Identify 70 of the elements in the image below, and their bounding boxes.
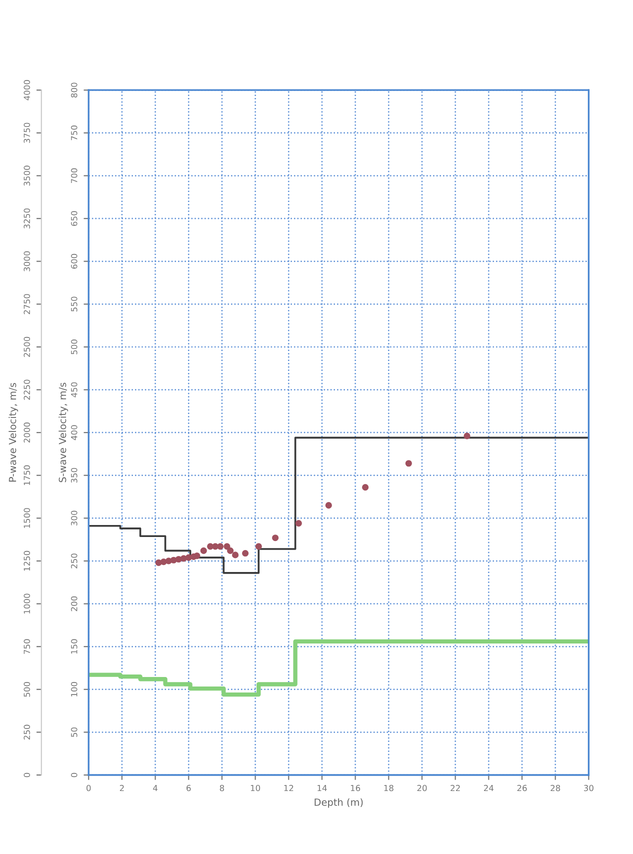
point	[242, 550, 249, 557]
point	[255, 543, 262, 550]
x-tick-label: 14	[318, 784, 327, 792]
y-tick-label: 450	[70, 382, 78, 398]
y-tick-label: 800	[70, 82, 78, 98]
point	[272, 534, 279, 542]
y-tick-label: 550	[70, 296, 78, 312]
x-tick-label: 4	[153, 784, 158, 792]
y2-tick-label: 1500	[24, 508, 30, 528]
point	[155, 559, 162, 566]
y-tick-label: 200	[70, 596, 78, 612]
y-tick-label: 750	[70, 126, 78, 140]
y2-tick-label: 1750	[24, 465, 30, 486]
x-tick-label: 16	[350, 784, 360, 792]
x-tick-label: 0	[86, 784, 91, 792]
y-tick-label: 0	[70, 772, 78, 778]
x-tick-label: 30	[584, 784, 594, 792]
y-tick-label: 600	[70, 254, 78, 269]
y-tick-label: 700	[70, 168, 78, 183]
y2-tick-label: 3000	[24, 251, 30, 272]
point	[232, 552, 239, 558]
point	[200, 547, 207, 554]
point	[295, 520, 302, 527]
y-tick-label: 50	[70, 727, 78, 737]
x-tick-label: 26	[517, 784, 527, 792]
point	[160, 558, 167, 566]
x-axis-title: Depth (m)	[314, 798, 363, 808]
x-tick-label: 6	[186, 784, 191, 792]
y-tick-label: 350	[70, 468, 78, 483]
y2-tick-label: 250	[24, 724, 30, 740]
y-tick-label: 650	[70, 211, 78, 226]
point	[217, 543, 224, 550]
point	[464, 432, 470, 440]
y-tick-label: 400	[70, 425, 78, 440]
x-tick-label: 28	[550, 784, 560, 792]
y2-tick-label: 0	[24, 772, 30, 778]
y2-axis-title: P-wave Velocity, m/s	[8, 383, 18, 482]
y2-tick-label: 750	[24, 639, 30, 654]
y-tick-label: 100	[70, 682, 78, 696]
y2-tick-label: 3500	[24, 166, 30, 186]
point	[224, 543, 230, 550]
y2-tick-label: 1000	[24, 594, 30, 614]
y2-tick-label: 2750	[24, 294, 30, 314]
point	[227, 547, 234, 554]
y2-tick-label: 2250	[24, 380, 30, 400]
y2-tick-label: 1250	[24, 550, 30, 571]
x-tick-label: 24	[484, 784, 494, 792]
y2-tick-label: 2500	[24, 336, 30, 357]
y-axis-title: S-wave Velocity, m/s	[58, 382, 68, 482]
x-tick-label: 10	[250, 784, 260, 792]
x-tick-label: 8	[220, 784, 224, 792]
y2-tick-label: 500	[24, 682, 30, 697]
y2-tick-label: 4000	[24, 80, 30, 100]
x-tick-label: 12	[284, 784, 294, 792]
y2-tick-label: 3750	[24, 122, 30, 143]
point	[362, 484, 369, 491]
x-tick-label: 2	[120, 784, 124, 792]
y2-tick-label: 3250	[24, 208, 30, 228]
x-tick-label: 20	[417, 784, 427, 792]
y-tick-label: 150	[70, 639, 78, 654]
x-tick-label: 22	[450, 784, 460, 792]
y2-tick-label: 2000	[24, 422, 30, 443]
y-tick-label: 500	[70, 340, 78, 354]
y-tick-label: 300	[70, 510, 78, 526]
y-tick-label: 250	[70, 554, 78, 568]
point	[405, 460, 412, 467]
point	[194, 552, 200, 560]
point	[325, 502, 332, 509]
x-tick-label: 18	[384, 784, 394, 792]
point	[175, 556, 182, 563]
